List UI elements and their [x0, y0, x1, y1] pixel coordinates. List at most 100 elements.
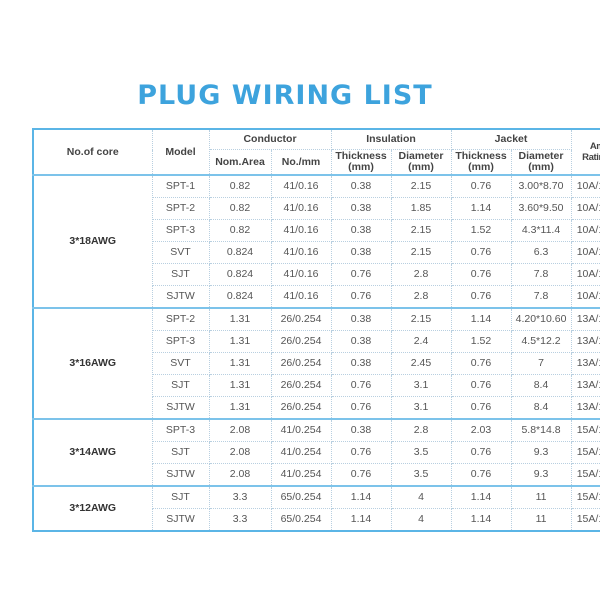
insulation-thickness-cell: 0.38 — [330, 352, 392, 375]
insulation-thickness-cell: 0.76 — [330, 441, 392, 464]
no-mm-cell: 26/0.254 — [270, 396, 332, 420]
insulation-thickness-cell: 0.38 — [330, 197, 392, 220]
nom-area-cell: 2.08 — [208, 441, 272, 464]
core-cell: 3*16AWG — [32, 307, 153, 420]
nom-area-cell: 2.08 — [208, 463, 272, 487]
nom-area-cell: 0.824 — [208, 285, 272, 309]
amp-rating-cell: 10A/125V — [570, 197, 600, 220]
nom-area-cell: 1.31 — [208, 307, 272, 331]
nom-area-cell: 3.3 — [208, 485, 272, 509]
no-mm-cell: 41/0.16 — [270, 219, 332, 242]
model-cell: SPT-3 — [151, 219, 210, 242]
amp-rating-cell: 13A/125V — [570, 307, 600, 331]
amp-rating-cell: 15A/125V — [570, 441, 600, 464]
jacket-thickness-cell: 1.14 — [450, 508, 512, 532]
model-cell: SJTW — [151, 396, 210, 420]
jacket-diameter-cell: 11 — [510, 485, 572, 509]
nom-area-cell: 0.824 — [208, 241, 272, 264]
jacket-thickness-cell: 0.76 — [450, 396, 512, 420]
insulation-thickness-cell: 0.38 — [330, 219, 392, 242]
insulation-diameter-cell: 3.5 — [390, 463, 452, 487]
insulation-diameter-cell: 2.8 — [390, 285, 452, 309]
jacket-thickness-cell: 2.03 — [450, 418, 512, 442]
nom-area-cell: 1.31 — [208, 374, 272, 397]
table-row: SPT-2 0.82 41/0.16 0.38 1.85 1.14 3.60*9.50 10A… — [33, 197, 600, 220]
insulation-diameter-cell: 2.15 — [390, 219, 452, 242]
insulation-diameter-cell: 4 — [390, 485, 452, 509]
nom-area-cell: 1.31 — [208, 352, 272, 375]
jacket-thickness-cell: 0.76 — [450, 441, 512, 464]
nom-area-cell: 2.08 — [208, 418, 272, 442]
model-cell: SVT — [151, 241, 210, 264]
nom-area-cell: 3.3 — [208, 508, 272, 532]
header-insulation: Insulation — [330, 128, 452, 150]
jacket-thickness-cell: 0.76 — [450, 174, 512, 198]
jacket-diameter-cell: 9.3 — [510, 463, 572, 487]
jacket-thickness-cell: 0.76 — [450, 263, 512, 286]
amp-rating-cell: 10A/124V — [570, 174, 600, 198]
amp-rating-cell: 13A/125V — [570, 374, 600, 397]
amp-rating-cell: 15A/125V — [570, 508, 600, 532]
header-insulation-diameter: Diameter (mm) — [390, 149, 452, 176]
insulation-diameter-cell: 2.15 — [390, 241, 452, 264]
insulation-thickness-cell: 1.14 — [330, 508, 392, 532]
model-cell: SVT — [151, 352, 210, 375]
jacket-diameter-cell: 8.4 — [510, 374, 572, 397]
jacket-thickness-cell: 0.76 — [450, 463, 512, 487]
jacket-thickness-cell: 0.76 — [450, 352, 512, 375]
table-body: 3*18AWG SPT-1 0.82 41/0.16 0.38 2.15 0.76 3.00*… — [32, 174, 600, 532]
model-cell: SJT — [151, 374, 210, 397]
insulation-diameter-cell: 1.85 — [390, 197, 452, 220]
no-mm-cell: 41/0.16 — [270, 174, 332, 198]
core-cell: 3*14AWG — [32, 418, 153, 487]
insulation-thickness-cell: 0.38 — [330, 241, 392, 264]
insulation-thickness-cell: 0.38 — [330, 418, 392, 442]
insulation-diameter-cell: 3.5 — [390, 441, 452, 464]
insulation-diameter-cell: 2.15 — [390, 174, 452, 198]
amp-rating-cell: 10A/125V — [570, 241, 600, 264]
nom-area-cell: 1.31 — [208, 330, 272, 353]
no-mm-cell: 41/0.254 — [270, 463, 332, 487]
amp-rating-cell: 10A/124V — [570, 219, 600, 242]
insulation-thickness-cell: 0.76 — [330, 396, 392, 420]
table-row: 3*18AWG SPT-1 0.82 41/0.16 0.38 2.15 0.76 3.00*… — [32, 174, 600, 309]
insulation-thickness-cell: 0.38 — [330, 307, 392, 331]
amp-rating-cell: 15A/125V — [570, 485, 600, 509]
model-cell: SJTW — [151, 285, 210, 309]
insulation-thickness-cell: 1.14 — [330, 485, 392, 509]
jacket-diameter-cell: 3.00*8.70 — [510, 174, 572, 198]
jacket-diameter-cell: 4.20*10.60 — [510, 307, 572, 331]
header-core: No.of core — [32, 128, 153, 176]
insulation-thickness-cell: 0.76 — [330, 285, 392, 309]
amp-rating-cell: 10A/125V — [570, 285, 600, 309]
nom-area-cell: 0.82 — [208, 197, 272, 220]
insulation-diameter-cell: 2.8 — [390, 418, 452, 442]
no-mm-cell: 41/0.254 — [270, 418, 332, 442]
insulation-thickness-cell: 0.76 — [330, 463, 392, 487]
header-no-mm: No./mm — [270, 149, 332, 176]
amp-rating-cell: 13A/125V — [570, 330, 600, 353]
no-mm-cell: 41/0.16 — [270, 241, 332, 264]
insulation-diameter-cell: 2.4 — [390, 330, 452, 353]
no-mm-cell: 26/0.254 — [270, 330, 332, 353]
amp-rating-cell: 13A/125V — [570, 396, 600, 420]
header-jacket-thickness: Thickness (mm) — [450, 149, 512, 176]
model-cell: SPT-3 — [151, 330, 210, 353]
header-model: Model — [151, 128, 210, 176]
no-mm-cell: 41/0.16 — [270, 285, 332, 309]
insulation-diameter-cell: 3.1 — [390, 396, 452, 420]
jacket-thickness-cell: 1.14 — [450, 197, 512, 220]
model-cell: SJT — [151, 441, 210, 464]
jacket-diameter-cell: 7 — [510, 352, 572, 375]
jacket-diameter-cell: 9.3 — [510, 441, 572, 464]
model-cell: SPT-3 — [151, 418, 210, 442]
jacket-thickness-cell: 0.76 — [450, 241, 512, 264]
wiring-table: No.of core Model Conductor Insulation Ja… — [32, 128, 600, 532]
insulation-thickness-cell: 0.76 — [330, 263, 392, 286]
no-mm-cell: 65/0.254 — [270, 508, 332, 532]
no-mm-cell: 26/0.254 — [270, 374, 332, 397]
